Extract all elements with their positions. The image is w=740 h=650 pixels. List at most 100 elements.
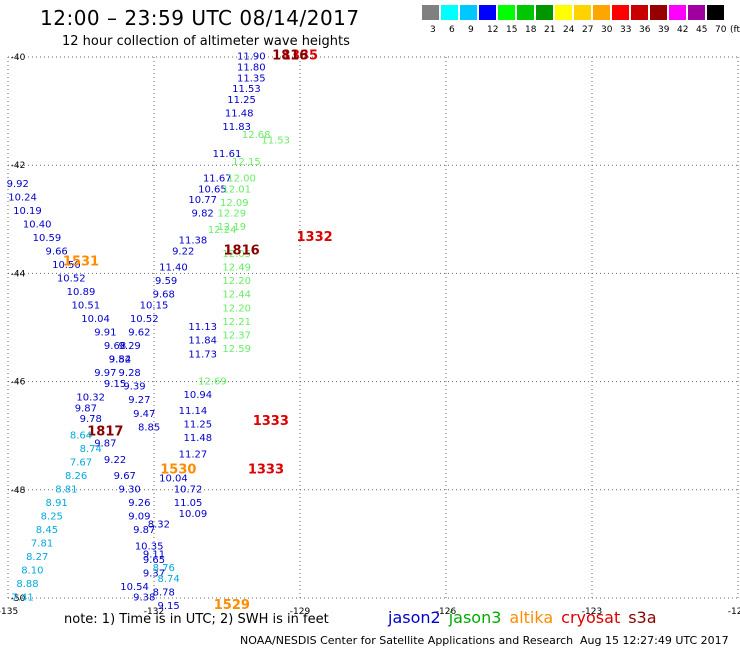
data-point-jason2: 9.26 xyxy=(128,498,150,509)
data-point-s3a: 1816 xyxy=(272,49,308,64)
x-tick-label: -129 xyxy=(290,607,311,617)
data-point-other: 8.10 xyxy=(21,566,43,577)
data-point-jason3: 12.59 xyxy=(222,344,251,355)
color-swatch xyxy=(536,5,553,20)
data-point-jason2: 10.54 xyxy=(120,582,149,593)
data-point-altika: 1530 xyxy=(160,463,196,478)
color-swatch xyxy=(707,5,724,20)
data-point-jason2: 9.62 xyxy=(128,328,150,339)
data-point-jason2: 9.68 xyxy=(104,341,126,352)
data-point-jason2: 11.25 xyxy=(227,95,256,106)
color-scale-tick: 70 xyxy=(715,25,727,35)
color-scale-tick: 15 xyxy=(506,25,518,35)
color-scale-tick: 39 xyxy=(658,25,670,35)
page-subtitle: 12 hour collection of altimeter wave hei… xyxy=(62,34,350,49)
data-point-jason2: 10.04 xyxy=(81,314,110,325)
data-point-jason3: 12.49 xyxy=(222,263,251,274)
data-point-altika: 1531 xyxy=(63,254,99,269)
data-point-jason2: 10.65 xyxy=(198,184,227,195)
data-point-jason3: 12.15 xyxy=(232,157,261,168)
color-swatch xyxy=(460,5,477,20)
data-point-cryosat: 1332 xyxy=(297,230,333,245)
color-swatch xyxy=(517,5,534,20)
data-point-altika: 1529 xyxy=(214,598,250,613)
data-point-other: 8.64 xyxy=(70,430,92,441)
color-scale-tick: 45 xyxy=(696,25,708,35)
color-swatch xyxy=(612,5,629,20)
data-point-jason2: 9.09 xyxy=(128,512,150,523)
data-point-jason2: 9.52 xyxy=(109,355,131,366)
color-scale-tick: 21 xyxy=(544,25,556,35)
data-point-jason2: 9.78 xyxy=(80,414,102,425)
color-scale-tick: 30 xyxy=(601,25,613,35)
data-point-jason2: 11.48 xyxy=(225,109,254,120)
page-title: 12:00 – 23:59 UTC 08/14/2017 xyxy=(40,6,360,30)
data-point-jason2: 11.05 xyxy=(174,498,203,509)
data-point-jason3: 12.24 xyxy=(208,225,237,236)
color-scale-tick: 33 xyxy=(620,25,632,35)
data-point-jason2: 10.52 xyxy=(57,274,86,285)
data-point-jason2: 9.29 xyxy=(119,341,141,352)
data-point-jason3: 12.19 xyxy=(218,222,247,233)
color-swatch xyxy=(669,5,686,20)
data-point-jason2: 9.59 xyxy=(155,276,177,287)
units-note: note: 1) Time is in UTC; 2) SWH is in fe… xyxy=(64,612,329,627)
data-point-jason2: 11.48 xyxy=(183,433,212,444)
y-tick-label: -46 xyxy=(11,378,26,388)
data-point-jason2: 8.32 xyxy=(148,520,170,531)
data-point-jason2: 10.24 xyxy=(8,192,37,203)
credit-text: NOAA/NESDIS Center for Satellite Applica… xyxy=(240,634,574,647)
data-point-jason2: 11.61 xyxy=(213,149,242,160)
data-point-other: 7.81 xyxy=(31,539,53,550)
color-swatch xyxy=(441,5,458,20)
generated-timestamp: Aug 15 12:27:49 UTC 2017 xyxy=(580,634,729,647)
satellite-legend: jason2 jason3 altika cryosat s3a xyxy=(388,608,665,627)
data-point-jason3: 12.20 xyxy=(222,303,251,314)
color-scale-tick: 27 xyxy=(582,25,594,35)
color-scale-tick: 24 xyxy=(563,25,575,35)
data-point-jason2: 9.39 xyxy=(123,382,145,393)
data-point-jason2: 9.15 xyxy=(104,379,126,390)
data-point-jason2: 9.27 xyxy=(128,395,150,406)
color-scale-tick: 36 xyxy=(639,25,651,35)
data-point-jason2: 9.67 xyxy=(114,471,136,482)
color-scale-tick: 6 xyxy=(449,25,455,35)
data-point-jason2: 11.84 xyxy=(188,336,217,347)
data-point-other: 8.74 xyxy=(157,574,179,585)
data-point-jason2: 9.97 xyxy=(94,368,116,379)
data-point-jason2: 9.15 xyxy=(157,601,179,612)
data-point-cryosat: 1335 xyxy=(282,49,318,64)
data-point-jason2: 9.82 xyxy=(192,209,214,220)
color-scale-tick: 42 xyxy=(677,25,689,35)
data-point-jason2: 10.19 xyxy=(13,206,42,217)
data-point-cryosat: 1333 xyxy=(253,414,289,429)
x-tick-label: -120 xyxy=(728,607,740,617)
data-point-jason3: 12.09 xyxy=(220,198,249,209)
data-point-jason3: 12.37 xyxy=(222,330,251,341)
y-tick-label: -40 xyxy=(11,53,26,63)
x-tick-label: -132 xyxy=(144,607,164,617)
data-point-other: 8.91 xyxy=(46,498,68,509)
data-point-jason2: 11.13 xyxy=(188,322,217,333)
data-point-jason2: 9.84 xyxy=(109,355,131,366)
x-tick-label: -123 xyxy=(582,607,602,617)
data-point-jason2: 10.35 xyxy=(135,541,164,552)
data-point-jason2: 10.77 xyxy=(188,195,217,206)
y-tick-label: -50 xyxy=(11,594,26,604)
color-scale-tick: 18 xyxy=(525,25,537,35)
color-swatch xyxy=(650,5,667,20)
color-swatch xyxy=(593,5,610,20)
data-point-jason2: 9.37 xyxy=(143,568,165,579)
data-point-other: 8.27 xyxy=(26,552,48,563)
data-point-other: 8.25 xyxy=(41,512,63,523)
data-point-other: 8.81 xyxy=(55,485,77,496)
data-point-jason2: 9.65 xyxy=(143,555,165,566)
data-point-jason2: 11.40 xyxy=(159,263,188,274)
data-point-jason2: 10.09 xyxy=(179,509,208,520)
data-point-other: 8.88 xyxy=(16,579,38,590)
data-point-s3a: 1817 xyxy=(87,425,123,440)
data-point-jason2: 9.66 xyxy=(46,246,68,257)
data-point-jason2: 8.78 xyxy=(153,587,175,598)
data-point-jason2: 10.59 xyxy=(33,233,62,244)
